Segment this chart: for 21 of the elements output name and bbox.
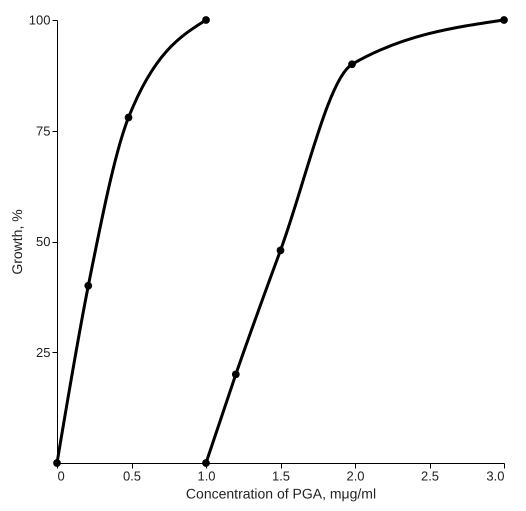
y-tick-label: 75 (36, 123, 50, 138)
x-axis-title: Concentration of PGA, mμg/ml (186, 486, 376, 502)
y-axis-title: Growth, % (8, 209, 25, 275)
point (202, 459, 210, 467)
point (276, 246, 284, 254)
x-tick-label: 1.0 (197, 468, 216, 484)
x-tick-label: 0 (58, 468, 65, 484)
x-tick-label: 1.5 (272, 468, 290, 484)
y-tick-label: 100 (28, 12, 50, 28)
x-tick-label: 2.5 (420, 468, 440, 484)
x-tick-label: 3.0 (486, 468, 504, 484)
point (348, 60, 356, 68)
point (124, 114, 132, 122)
point (500, 16, 508, 24)
x-tick-label: 2.0 (346, 468, 365, 484)
point (232, 370, 240, 378)
point (202, 16, 210, 24)
y-tick-label: 50 (36, 234, 50, 249)
y-tick-label: 25 (36, 344, 50, 360)
x-tick-label: 0.5 (122, 468, 142, 484)
point (84, 282, 92, 290)
